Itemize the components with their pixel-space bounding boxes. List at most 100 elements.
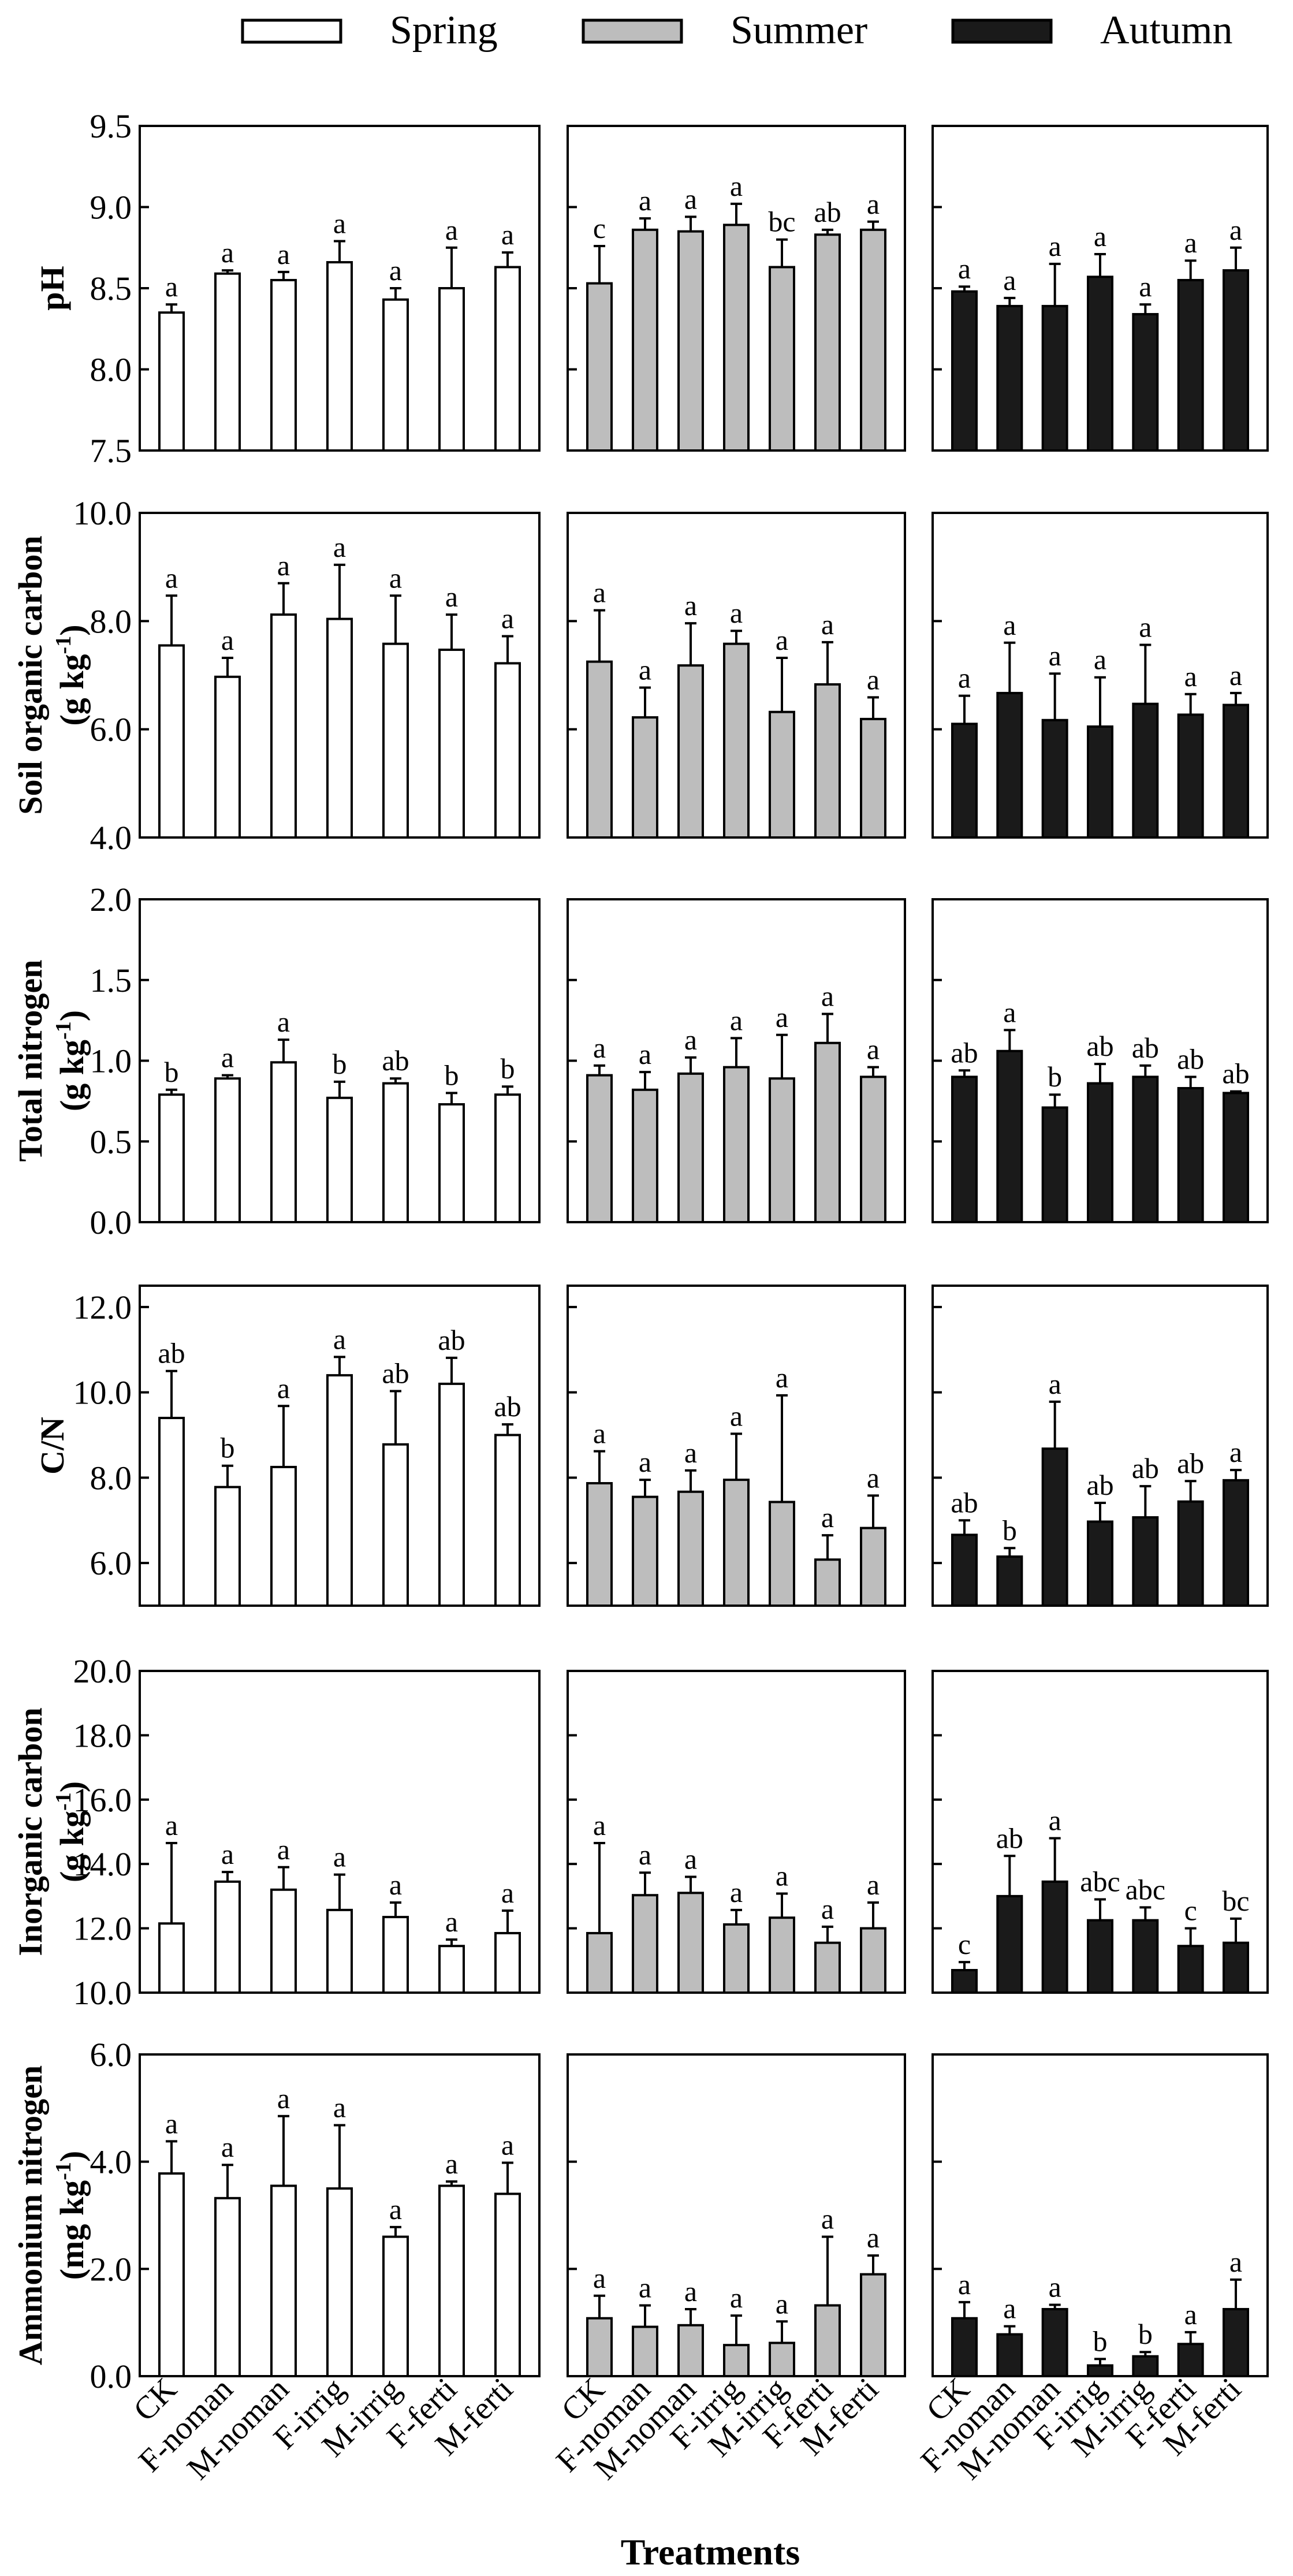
- significance-letter: a: [639, 1838, 651, 1871]
- y-axis-title-nh4: Ammonium nitrogen (mg kg-1): [12, 2065, 91, 2365]
- y-axis-unit: (g kg: [53, 1040, 91, 1111]
- y-tick-label: 10.0: [73, 494, 132, 532]
- bar-F-noman: [996, 304, 1023, 452]
- significance-letter: b: [221, 1432, 235, 1464]
- significance-letter: a: [821, 1501, 834, 1533]
- significance-letter: ab: [494, 1390, 521, 1423]
- bar-F-noman: [996, 1555, 1023, 1607]
- legend-swatch: [951, 18, 1053, 44]
- significance-letter: a: [277, 1833, 290, 1866]
- bar-CK: [158, 1416, 185, 1607]
- bar-F-irrig: [723, 1923, 750, 1994]
- significance-letter: a: [501, 2129, 514, 2161]
- legend-item-summer: Summer: [582, 8, 867, 53]
- significance-letter: b: [1048, 1060, 1062, 1093]
- bar-F-ferti: [438, 1945, 465, 1994]
- y-tick-label: 4.0: [90, 819, 132, 857]
- significance-letter: abc: [1080, 1865, 1120, 1897]
- bar-F-ferti: [1177, 2343, 1204, 2378]
- bar-F-noman: [214, 272, 241, 452]
- y-axis-unit-close: ): [53, 2151, 91, 2162]
- bar-F-irrig: [723, 642, 750, 839]
- y-tick-label: 2.0: [90, 2250, 132, 2288]
- significance-letter: a: [221, 624, 234, 656]
- significance-letter: a: [1094, 643, 1106, 676]
- bar-F-ferti: [814, 1041, 841, 1223]
- significance-letter: a: [684, 183, 697, 215]
- bar-F-irrig: [326, 2187, 353, 2377]
- bar-M-noman: [270, 2184, 297, 2377]
- y-axis-unit-close: ): [53, 1781, 91, 1792]
- bar-M-ferti: [494, 1093, 521, 1223]
- row-soc: Soil organic carbon (g kg-1) 4.0 6.0 8.0 10.0…: [12, 494, 1269, 857]
- significance-letter: a: [389, 561, 402, 594]
- significance-letter: a: [1003, 264, 1016, 296]
- bar-CK: [158, 2172, 185, 2378]
- significance-letter: ab: [1086, 1469, 1113, 1501]
- y-axis-title-line: Inorganic carbon: [12, 1707, 49, 1956]
- bar-M-irrig: [769, 1077, 795, 1223]
- significance-letter: a: [1094, 220, 1106, 252]
- bar-M-noman: [1041, 719, 1068, 839]
- significance-letter: a: [501, 602, 514, 635]
- significance-letter: a: [821, 608, 834, 641]
- significance-letter: a: [1003, 609, 1016, 641]
- significance-letter: a: [445, 580, 458, 613]
- significance-letter: a: [445, 1905, 458, 1938]
- y-tick-label: 9.5: [90, 107, 132, 145]
- significance-letter: a: [730, 170, 743, 202]
- significance-letter: a: [639, 1446, 651, 1478]
- significance-letter: a: [221, 236, 234, 269]
- significance-letter: a: [730, 2281, 743, 2314]
- bar-F-irrig: [1087, 725, 1113, 839]
- significance-letter: a: [776, 1361, 788, 1394]
- bar-F-ferti: [1177, 713, 1204, 839]
- significance-letter: b: [445, 1059, 459, 1091]
- significance-letter: bc: [768, 206, 795, 238]
- significance-letter: a: [1229, 1436, 1242, 1468]
- significance-letter: c: [958, 1928, 971, 1960]
- bar-CK: [158, 644, 185, 839]
- significance-letter: a: [333, 2091, 346, 2124]
- bar-F-irrig: [326, 1096, 353, 1224]
- significance-letter: a: [730, 1876, 743, 1908]
- bar-F-noman: [632, 228, 658, 452]
- significance-letter: a: [1184, 2298, 1197, 2331]
- bar-M-ferti: [1223, 1941, 1249, 1994]
- bar-M-noman: [270, 1888, 297, 1994]
- significance-letter: a: [821, 2203, 834, 2235]
- bar-M-irrig: [1132, 2355, 1159, 2377]
- significance-letter: a: [1003, 2292, 1016, 2325]
- bar-F-noman: [996, 1894, 1023, 1994]
- row-nh4: Ammonium nitrogen (mg kg-1)0.02.04.06.0aC…: [12, 2036, 1269, 2486]
- y-axis-title-soc: Soil organic carbon (g kg-1): [12, 535, 91, 814]
- y-axis-unit-close: ): [53, 624, 91, 635]
- significance-letter: a: [277, 238, 290, 270]
- significance-letter: a: [1229, 659, 1242, 691]
- bar-M-noman: [677, 230, 704, 452]
- significance-letter: ab: [814, 196, 841, 228]
- y-tick-label: 1.0: [90, 1043, 132, 1080]
- x-axis-title: Treatments: [621, 2532, 800, 2573]
- bar-M-ferti: [860, 228, 886, 452]
- bar-F-irrig: [723, 2344, 750, 2378]
- bar-M-ferti: [860, 717, 886, 839]
- bar-M-noman: [270, 1465, 297, 1607]
- bar-F-ferti: [814, 233, 841, 452]
- significance-letter: a: [593, 1809, 606, 1841]
- significance-letter: ab: [1222, 1058, 1249, 1090]
- y-tick-label: 0.0: [90, 2358, 132, 2395]
- bar-M-noman: [1041, 1106, 1068, 1224]
- significance-letter: a: [593, 1417, 606, 1450]
- bar-M-irrig: [382, 298, 409, 452]
- bar-CK: [158, 1922, 185, 1994]
- significance-letter: a: [867, 663, 880, 695]
- bar-F-noman: [214, 1077, 241, 1223]
- significance-letter: bc: [1222, 1885, 1249, 1917]
- y-axis-title-line: Soil organic carbon: [12, 535, 49, 814]
- bar-CK: [586, 1482, 613, 1607]
- y-tick-label: 0.5: [90, 1123, 132, 1160]
- bar-M-noman: [270, 278, 297, 452]
